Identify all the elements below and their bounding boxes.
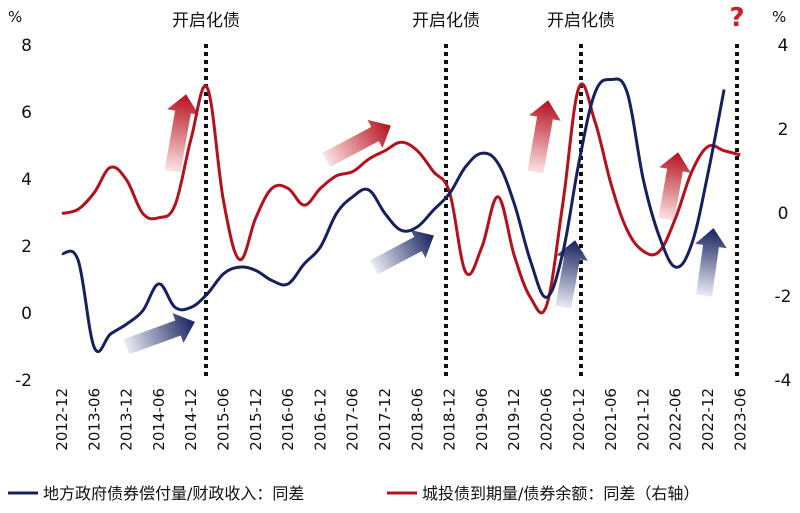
left-axis-ticks: 8 6 4 2 0 -2	[15, 36, 32, 391]
event-label-2015: 开启化债	[172, 11, 240, 31]
x-tick-label: 2017-12	[376, 388, 394, 451]
red-arrow-icon	[527, 100, 561, 174]
x-tick-label: 2013-06	[85, 388, 103, 451]
event-label-2020: 开启化债	[547, 11, 615, 31]
x-tick-label: 2018-06	[408, 388, 426, 451]
blue-arrow-icon	[555, 240, 588, 309]
right-tick-label: -2	[775, 287, 792, 307]
left-tick-label: 6	[21, 103, 32, 123]
left-tick-label: 2	[21, 237, 32, 257]
x-tick-label: 2018-12	[441, 388, 459, 451]
red-arrow-icon	[322, 119, 391, 167]
legend-label-red: 城投债到期量/债券余额：同差（右轴）	[422, 484, 699, 503]
x-tick-label: 2013-12	[118, 388, 136, 451]
x-tick-label: 2019-06	[473, 388, 491, 451]
right-axis-unit: %	[772, 8, 786, 26]
event-lines	[204, 44, 739, 378]
left-tick-label: 4	[21, 170, 32, 190]
x-tick-label: 2017-06	[344, 388, 362, 451]
red-arrow-icon	[164, 94, 199, 173]
x-tick-label: 2020-06	[538, 388, 556, 451]
x-tick-label: 2015-12	[247, 388, 265, 451]
x-tick-label: 2023-06	[731, 388, 749, 451]
x-tick-label: 2012-12	[53, 388, 71, 451]
x-tick-label: 2015-06	[215, 388, 233, 451]
legend-label-blue: 地方政府债券偿付量/财政收入：同差	[43, 484, 304, 503]
x-tick-label: 2021-06	[602, 388, 620, 451]
left-tick-label: 8	[21, 36, 32, 56]
x-tick-label: 2021-12	[634, 388, 652, 451]
blue-arrow-icon	[370, 229, 434, 275]
x-tick-label: 2016-06	[279, 388, 297, 451]
x-tick-label: 2022-06	[667, 388, 685, 451]
blue-arrow-icon	[123, 312, 195, 355]
series-line-local-gov-bond	[61, 77, 726, 354]
x-tick-label: 2016-12	[311, 388, 329, 451]
blue-arrow-icon	[695, 228, 727, 297]
trend-arrows	[123, 94, 727, 355]
right-tick-label: 0	[778, 204, 789, 224]
x-tick-label: 2022-12	[699, 388, 717, 451]
right-axis-ticks: 4 2 0 -2 -4	[775, 36, 792, 391]
question-mark-label: ?	[729, 3, 744, 33]
right-tick-label: -4	[775, 371, 792, 391]
x-tick-label: 2019-12	[505, 388, 523, 451]
red-arrow-icon	[658, 152, 691, 221]
x-axis-ticks: 2012-12 2013-06 2013-12 2014-06 2014-12 2015-…	[53, 388, 749, 451]
left-tick-label: -2	[15, 371, 32, 391]
left-tick-label: 0	[21, 304, 32, 324]
legend: 地方政府债券偿付量/财政收入：同差 城投债到期量/债券余额：同差（右轴）	[8, 484, 699, 503]
x-tick-label: 2014-06	[150, 388, 168, 451]
series-line-lgfv-maturity	[61, 82, 741, 315]
right-tick-label: 4	[778, 36, 789, 56]
right-tick-label: 2	[778, 120, 789, 140]
x-tick-label: 2014-12	[182, 388, 200, 451]
x-tick-label: 2020-12	[570, 388, 588, 451]
left-axis-unit: %	[8, 8, 22, 26]
event-label-2018: 开启化债	[412, 11, 480, 31]
